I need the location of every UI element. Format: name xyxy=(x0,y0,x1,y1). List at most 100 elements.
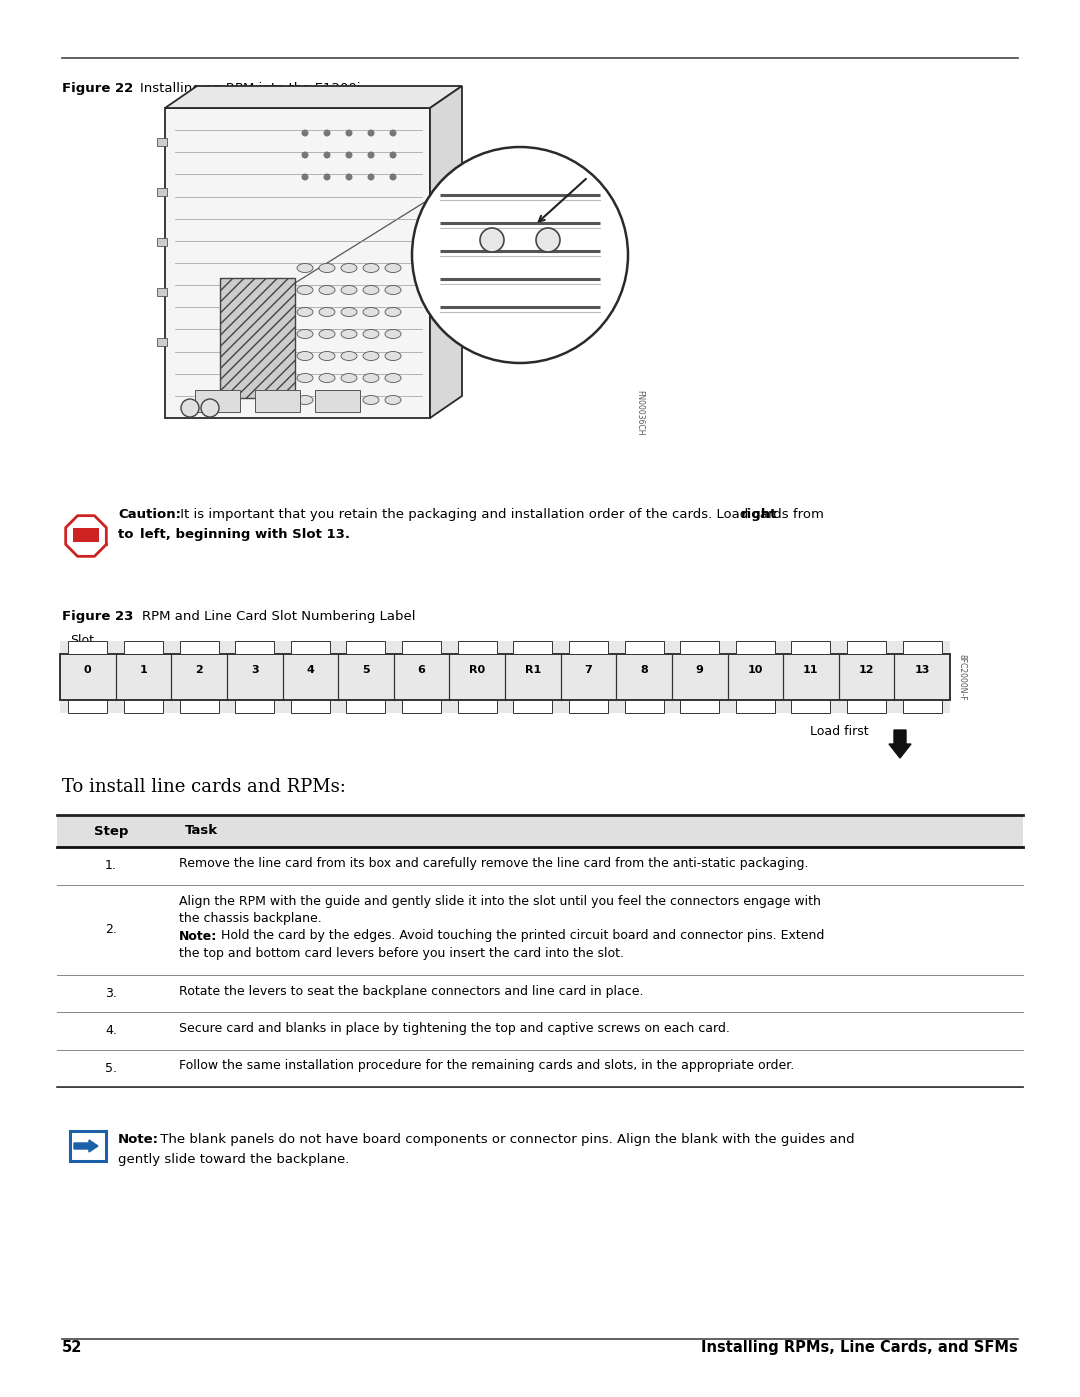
Text: Hold the card by the edges. Avoid touching the printed circuit board and connect: Hold the card by the edges. Avoid touchi… xyxy=(217,929,824,943)
Ellipse shape xyxy=(297,330,313,338)
Text: 52: 52 xyxy=(62,1340,82,1355)
Circle shape xyxy=(480,228,504,251)
Text: to: to xyxy=(118,528,138,541)
Ellipse shape xyxy=(319,285,335,295)
Text: 2: 2 xyxy=(195,665,203,675)
Ellipse shape xyxy=(363,307,379,317)
Bar xyxy=(70,1132,106,1161)
Text: Step: Step xyxy=(94,824,129,837)
Text: Slot: Slot xyxy=(70,634,94,647)
Bar xyxy=(458,641,497,654)
Text: Note:: Note: xyxy=(179,929,217,943)
Ellipse shape xyxy=(341,352,357,360)
Text: the chassis backplane.: the chassis backplane. xyxy=(179,912,322,925)
Text: 12: 12 xyxy=(859,665,875,675)
Ellipse shape xyxy=(384,285,401,295)
Text: left, beginning with Slot 13.: left, beginning with Slot 13. xyxy=(140,528,350,541)
Circle shape xyxy=(346,151,352,158)
Bar xyxy=(60,641,950,712)
Text: RPM and Line Card Slot Numbering Label: RPM and Line Card Slot Numbering Label xyxy=(141,610,416,623)
Text: 4.: 4. xyxy=(105,1024,117,1037)
Ellipse shape xyxy=(341,285,357,295)
Polygon shape xyxy=(165,87,462,108)
Bar xyxy=(157,338,167,346)
Ellipse shape xyxy=(384,352,401,360)
Ellipse shape xyxy=(297,285,313,295)
Text: Secure card and blanks in place by tightening the top and captive screws on each: Secure card and blanks in place by tight… xyxy=(179,1023,730,1035)
Bar xyxy=(220,278,295,398)
Bar xyxy=(124,700,163,712)
Ellipse shape xyxy=(384,395,401,405)
Ellipse shape xyxy=(297,373,313,383)
Bar xyxy=(157,237,167,246)
Circle shape xyxy=(536,228,561,251)
Bar xyxy=(60,654,950,700)
Bar xyxy=(179,700,218,712)
Circle shape xyxy=(346,130,352,137)
Bar xyxy=(903,700,942,712)
Ellipse shape xyxy=(363,285,379,295)
Text: 1.: 1. xyxy=(105,859,117,872)
Bar xyxy=(624,641,663,654)
Text: The blank panels do not have board components or connector pins. Align the blank: The blank panels do not have board compo… xyxy=(156,1133,854,1146)
Bar xyxy=(402,700,441,712)
Ellipse shape xyxy=(319,264,335,272)
Ellipse shape xyxy=(363,264,379,272)
Text: 7: 7 xyxy=(584,665,592,675)
Circle shape xyxy=(201,400,219,416)
Bar xyxy=(157,138,167,147)
Bar xyxy=(68,641,107,654)
Bar xyxy=(291,641,329,654)
Ellipse shape xyxy=(363,373,379,383)
Bar xyxy=(569,700,608,712)
Bar xyxy=(680,700,719,712)
Text: 13: 13 xyxy=(915,665,930,675)
Bar xyxy=(235,641,274,654)
Text: R0: R0 xyxy=(469,665,485,675)
Ellipse shape xyxy=(341,330,357,338)
Circle shape xyxy=(301,173,309,180)
Ellipse shape xyxy=(363,395,379,405)
Ellipse shape xyxy=(297,352,313,360)
Ellipse shape xyxy=(384,264,401,272)
FancyArrow shape xyxy=(75,1140,98,1153)
Circle shape xyxy=(367,130,375,137)
Text: Align the RPM with the guide and gently slide it into the slot until you feel th: Align the RPM with the guide and gently … xyxy=(179,894,821,908)
Circle shape xyxy=(390,130,396,137)
Ellipse shape xyxy=(297,264,313,272)
Bar xyxy=(255,390,300,412)
Text: 3: 3 xyxy=(251,665,258,675)
Text: 1: 1 xyxy=(139,665,147,675)
Text: 5: 5 xyxy=(362,665,369,675)
Bar xyxy=(157,189,167,196)
Text: 6: 6 xyxy=(418,665,426,675)
Ellipse shape xyxy=(297,307,313,317)
Ellipse shape xyxy=(319,307,335,317)
Ellipse shape xyxy=(297,395,313,405)
Bar xyxy=(57,814,1023,847)
Ellipse shape xyxy=(341,307,357,317)
Text: Figure 22: Figure 22 xyxy=(62,82,133,95)
Text: 2.: 2. xyxy=(105,923,117,936)
Text: It is important that you retain the packaging and installation order of the card: It is important that you retain the pack… xyxy=(176,509,828,521)
Circle shape xyxy=(301,130,309,137)
Circle shape xyxy=(411,147,627,363)
Bar xyxy=(165,108,430,418)
Polygon shape xyxy=(430,87,462,418)
Circle shape xyxy=(324,151,330,158)
Bar xyxy=(68,700,107,712)
Ellipse shape xyxy=(384,330,401,338)
Bar xyxy=(179,641,218,654)
Circle shape xyxy=(324,173,330,180)
Text: Remove the line card from its box and carefully remove the line card from the an: Remove the line card from its box and ca… xyxy=(179,856,809,870)
Circle shape xyxy=(346,173,352,180)
Text: 9: 9 xyxy=(696,665,704,675)
Text: 3.: 3. xyxy=(105,986,117,1000)
Bar xyxy=(847,641,886,654)
Text: 8FC2000N-F: 8FC2000N-F xyxy=(958,654,967,700)
Text: Installing an RPM into the E1200i: Installing an RPM into the E1200i xyxy=(140,82,361,95)
Bar xyxy=(680,641,719,654)
Ellipse shape xyxy=(341,373,357,383)
Ellipse shape xyxy=(363,330,379,338)
Text: right: right xyxy=(741,509,778,521)
